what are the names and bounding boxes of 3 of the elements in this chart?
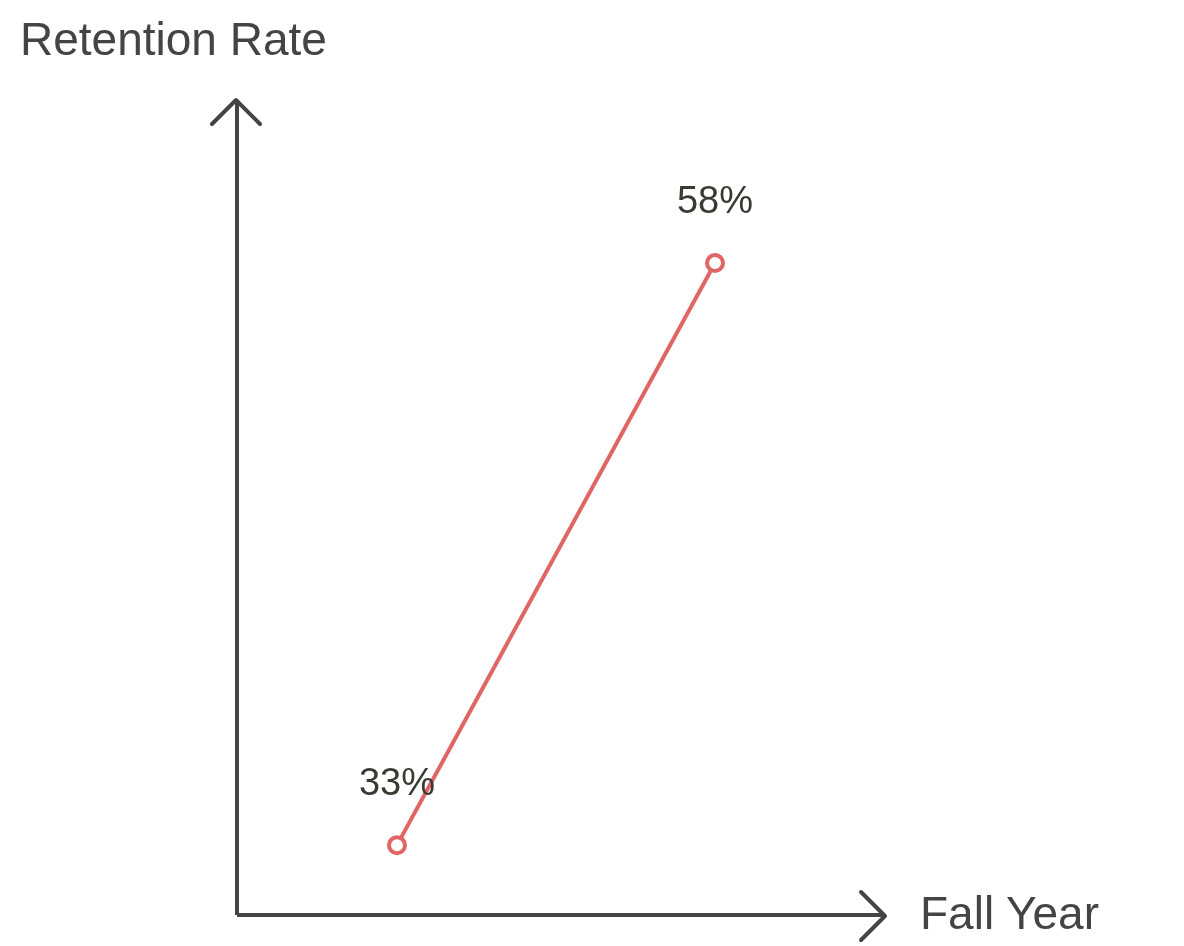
y-axis-title: Retention Rate <box>20 12 327 66</box>
data-label: 58% <box>676 179 754 221</box>
x-axis-title: Fall Year <box>920 886 1100 940</box>
